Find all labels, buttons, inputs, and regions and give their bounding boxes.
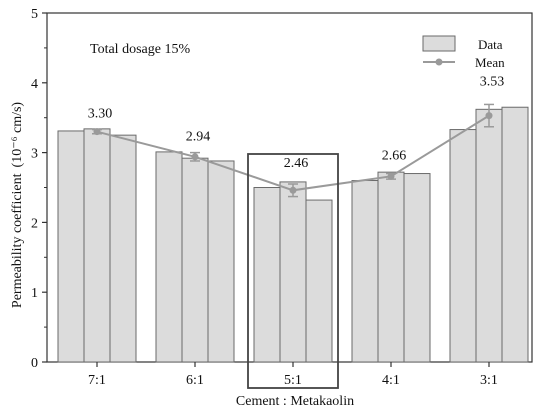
- y-axis-title-main: Permeability coefficient: [10, 173, 25, 308]
- bar: [109, 134, 137, 363]
- y-tick-label: 1: [31, 286, 38, 301]
- legend-data-swatch: [422, 35, 456, 52]
- data-labels-group: 3.30 2.94 2.46 2.66 3.53: [88, 74, 505, 171]
- bar: [305, 199, 333, 363]
- mean-marker: [191, 153, 199, 161]
- bar: [57, 130, 85, 363]
- highlight-box: [247, 153, 339, 389]
- bar: [351, 180, 379, 363]
- y-tick-label: 5: [31, 7, 38, 22]
- mean-marker: [289, 186, 297, 194]
- bar: [449, 129, 477, 363]
- x-tick-label: 4:1: [382, 373, 400, 388]
- bar: [253, 187, 281, 363]
- annotation-text: Total dosage 15%: [90, 42, 190, 57]
- bars-group: [57, 106, 529, 363]
- bar: [181, 157, 209, 363]
- bar: [403, 173, 431, 363]
- bar: [377, 171, 405, 363]
- x-tick-label: 6:1: [186, 373, 204, 388]
- bar: [207, 160, 235, 363]
- x-tick-label: 7:1: [88, 373, 106, 388]
- mean-marker: [93, 128, 101, 136]
- legend-mean-marker: [435, 58, 443, 66]
- mean-data-label: 2.46: [284, 156, 309, 171]
- mean-layer: [93, 112, 493, 194]
- bar: [83, 128, 111, 363]
- mean-marker: [387, 172, 395, 180]
- mean-marker: [485, 112, 493, 120]
- x-axis-title: Cement : Metakaolin: [236, 394, 354, 409]
- bar: [475, 108, 503, 363]
- y-axis-title-unit: (10⁻⁶ cm/s): [10, 102, 25, 168]
- legend-mean-label: Mean: [475, 55, 505, 70]
- y-tick-label: 2: [31, 216, 38, 231]
- mean-data-label: 2.66: [382, 149, 407, 164]
- mean-data-label: 3.53: [480, 74, 505, 89]
- y-tick-label: 3: [31, 147, 38, 162]
- y-tick-label: 0: [31, 356, 38, 371]
- ticks-group: 0 1 2 3 4 5 7:1 6:1 5:1 4:1 3:1: [31, 7, 498, 388]
- bar: [279, 181, 307, 363]
- x-tick-label: 5:1: [284, 373, 302, 388]
- mean-data-label: 2.94: [186, 130, 211, 145]
- legend-data-label: Data: [478, 37, 503, 52]
- bar: [501, 106, 529, 363]
- mean-data-label: 3.30: [88, 107, 113, 122]
- y-tick-label: 4: [31, 77, 38, 92]
- legend: Data Mean: [422, 35, 505, 70]
- y-axis-title: Permeability coefficient (10⁻⁶ cm/s): [10, 102, 25, 309]
- bar: [155, 151, 183, 363]
- x-tick-label: 3:1: [480, 373, 498, 388]
